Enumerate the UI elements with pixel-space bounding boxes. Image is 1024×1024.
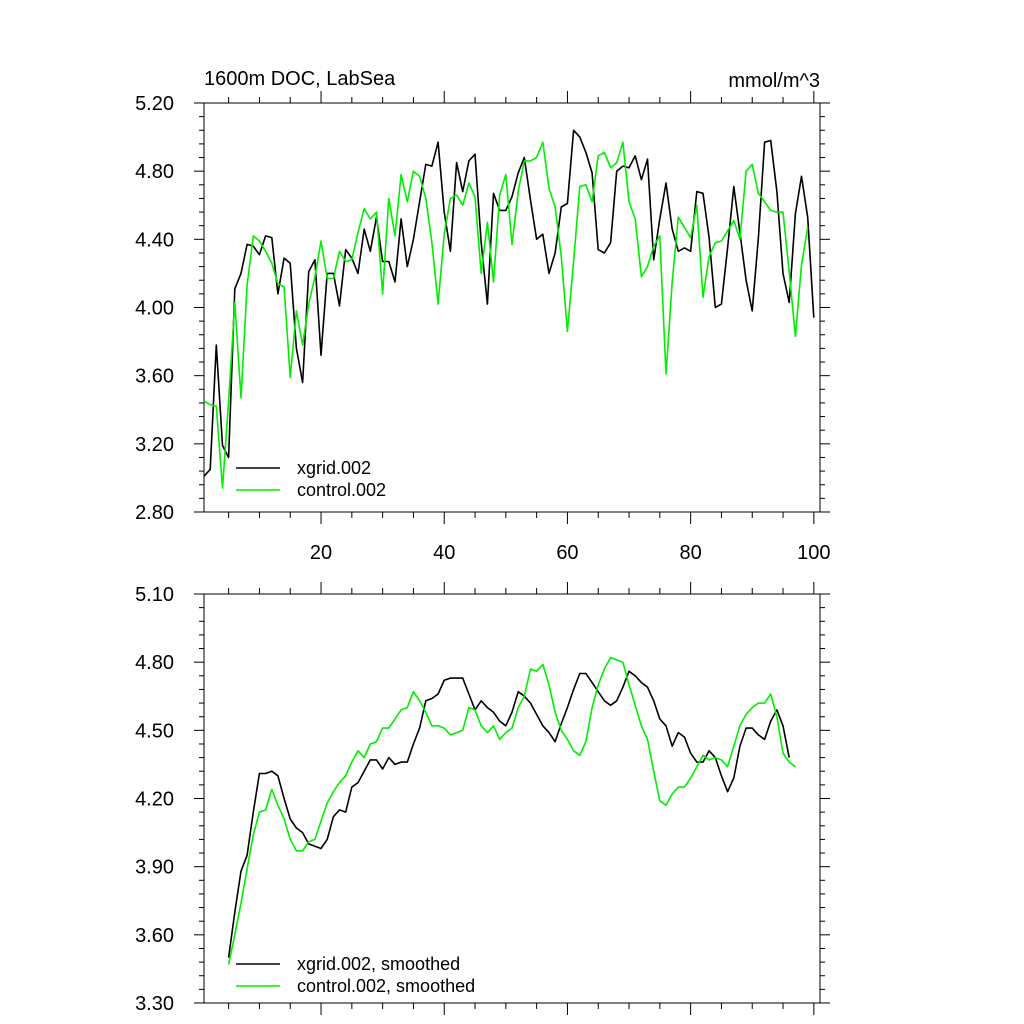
top-x-tick-label: 80 — [680, 542, 702, 564]
bottom-panel: 3.30 3.60 3.90 4.20 4.50 4.80 5.10 xgrid.002, s… — [135, 582, 830, 1015]
top-y-tick-label: 5.20 — [135, 93, 174, 115]
bottom-legend-label-xgrid: xgrid.002, smoothed — [297, 954, 460, 974]
top-panel-units: mmol/m^3 — [728, 70, 820, 92]
bottom-y-tick-label: 4.80 — [135, 652, 174, 674]
top-y-tick-label: 3.60 — [135, 366, 174, 388]
top-y-tick-label: 4.80 — [135, 161, 174, 183]
top-y-tick-label: 4.40 — [135, 229, 174, 251]
bottom-series-line-control — [227, 656, 796, 965]
bottom-y-tick-label: 4.20 — [135, 789, 174, 811]
bottom-y-tick-label: 5.10 — [135, 584, 174, 606]
top-legend-label-xgrid: xgrid.002 — [297, 458, 371, 478]
top-x-tick-label: 40 — [433, 542, 455, 564]
bottom-series-line-xgrid — [227, 670, 790, 958]
bottom-legend-label-control: control.002, smoothed — [297, 976, 475, 996]
top-panel-plot: 2.80 3.20 3.60 4.00 4.40 4.80 5.20 20 40 60 80 100 x… — [135, 91, 831, 564]
bottom-plot-frame — [203, 593, 821, 1004]
top-plot-frame — [203, 102, 821, 513]
top-panel-title: 1600m DOC, LabSea — [204, 68, 396, 90]
bottom-y-tick-label: 4.50 — [135, 720, 174, 742]
top-x-tick-label: 20 — [310, 542, 332, 564]
top-x-tick-label: 100 — [797, 542, 830, 564]
top-y-tick-label: 3.20 — [135, 434, 174, 456]
bottom-y-tick-label: 3.60 — [135, 925, 174, 947]
bottom-y-tick-label: 3.90 — [135, 857, 174, 879]
top-series-line-xgrid — [203, 129, 815, 477]
bottom-y-tick-label: 3.30 — [135, 993, 174, 1015]
bottom-panel-plot: 3.30 3.60 3.90 4.20 4.50 4.80 5.10 xgrid.002, s… — [135, 582, 830, 1015]
top-x-tick-label: 60 — [556, 542, 578, 564]
top-series-line-control — [203, 141, 809, 489]
top-y-tick-label: 4.00 — [135, 298, 174, 320]
top-legend-label-control: control.002 — [297, 480, 386, 500]
top-y-tick-label: 2.80 — [135, 502, 174, 524]
top-panel: 1600m DOC, LabSea mmol/m^3 2.80 3.20 3.60 4… — [135, 68, 830, 564]
